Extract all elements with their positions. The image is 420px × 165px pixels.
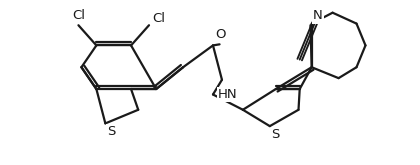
Text: Cl: Cl — [72, 9, 85, 22]
Text: HN: HN — [218, 88, 238, 101]
Text: S: S — [107, 125, 116, 138]
Text: O: O — [215, 28, 226, 41]
Text: N: N — [313, 9, 323, 22]
Text: Cl: Cl — [152, 12, 165, 25]
Text: O: O — [215, 28, 226, 41]
Text: Cl: Cl — [152, 12, 165, 25]
Text: Cl: Cl — [72, 9, 85, 22]
Text: S: S — [272, 128, 280, 141]
Text: HN: HN — [218, 88, 238, 101]
Text: N: N — [313, 9, 323, 22]
Text: S: S — [272, 128, 280, 141]
Text: S: S — [107, 125, 116, 138]
